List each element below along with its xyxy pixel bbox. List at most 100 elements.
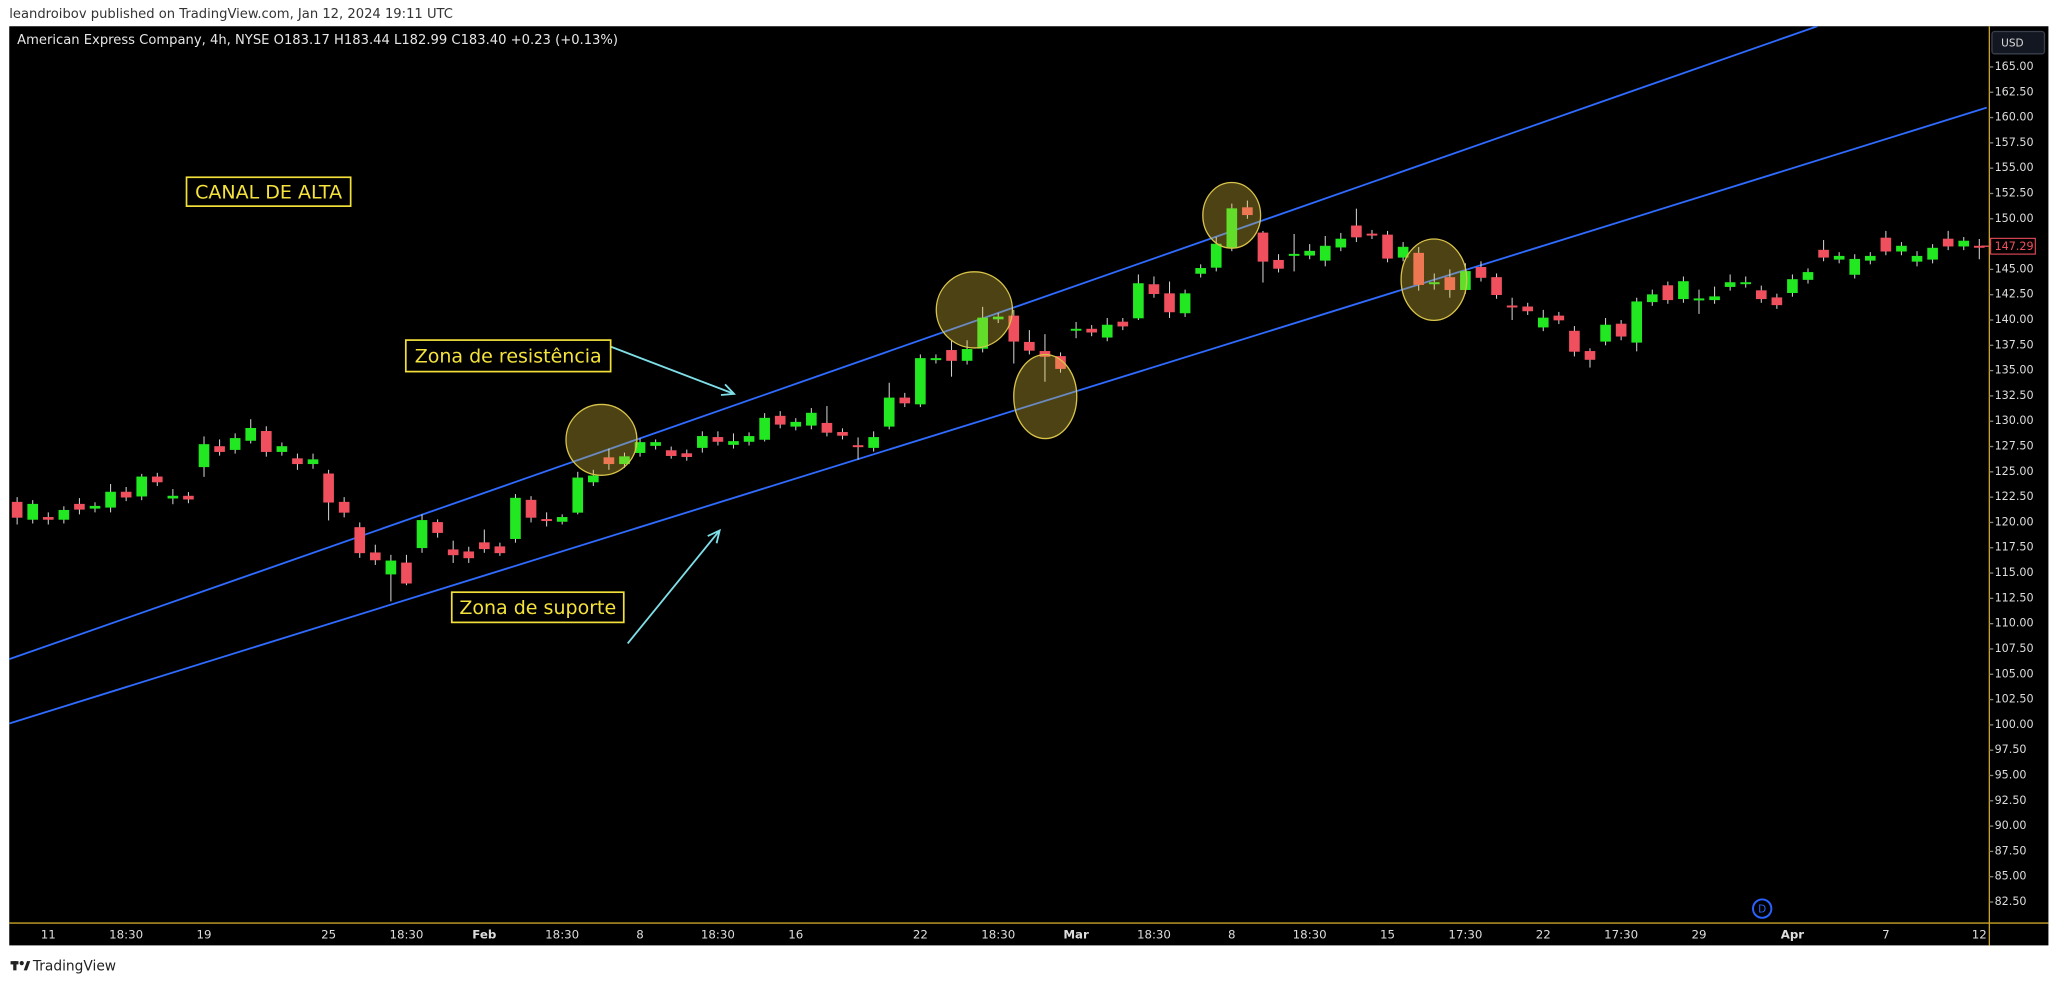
currency-label: USD <box>2001 37 2023 49</box>
candle-body <box>1880 237 1892 252</box>
candle-body <box>1117 321 1129 327</box>
candle-body <box>432 522 443 533</box>
candle-body <box>401 562 412 584</box>
candle-body <box>930 358 942 361</box>
candle-body <box>447 549 459 556</box>
x-tick-label: 18:30 <box>545 927 579 941</box>
logo-mark <box>23 961 31 971</box>
candle-body <box>1428 282 1440 285</box>
candle-body <box>1896 245 1907 252</box>
candle-body <box>790 421 802 427</box>
y-tick-label: 120.00 <box>1995 515 2034 528</box>
candle-body <box>198 444 210 468</box>
candle-body <box>977 317 988 349</box>
currency-box[interactable] <box>1991 30 2046 55</box>
candle-body <box>1724 282 1736 287</box>
candle-body <box>946 350 957 361</box>
x-tick-label: 22 <box>913 927 928 941</box>
y-tick-label: 102.50 <box>1995 693 2034 706</box>
y-tick-label: 155.00 <box>1995 161 2034 174</box>
candle-body <box>1740 282 1752 285</box>
candle-body <box>74 503 85 510</box>
y-tick-label: 105.00 <box>1995 667 2034 680</box>
candle-body <box>11 501 23 518</box>
x-tick-label: 18:30 <box>1293 927 1327 941</box>
candle-body <box>774 415 786 425</box>
candle-body <box>572 477 584 513</box>
candle-body <box>1911 255 1923 262</box>
channel-lower <box>9 106 1987 725</box>
candle-body <box>463 551 475 559</box>
x-tick-label: Feb <box>472 927 496 941</box>
candle-body <box>354 527 366 554</box>
candle-body <box>1537 317 1549 328</box>
candle-body <box>42 517 54 520</box>
x-tick-label: 7 <box>1882 927 1890 941</box>
y-tick-label: 110.00 <box>1995 617 2034 630</box>
publisher-line: leandroibov published on TradingView.com… <box>9 7 453 22</box>
candle-body <box>837 432 848 436</box>
y-tick-label: 130.00 <box>1995 414 2034 427</box>
candle-body <box>58 509 70 520</box>
candle-body <box>728 441 739 445</box>
y-tick-label: 117.50 <box>1995 541 2034 554</box>
candle-body <box>1833 255 1845 260</box>
candle-body <box>1787 279 1798 294</box>
candle-body <box>167 495 179 499</box>
highlight-zone <box>1400 238 1468 322</box>
footer-brand: TradingView <box>32 958 116 974</box>
y-tick-label: 150.00 <box>1995 212 2034 225</box>
candle-body <box>603 457 615 465</box>
candle-body <box>1288 253 1300 256</box>
channel-upper <box>9 26 1818 661</box>
x-tick-label: 25 <box>321 927 336 941</box>
candle-body <box>1475 267 1487 278</box>
candle-body <box>1522 306 1534 312</box>
candle-body <box>1008 315 1020 342</box>
candle-body <box>961 349 973 361</box>
y-tick-label: 87.50 <box>1995 844 2027 857</box>
events-badge[interactable] <box>1752 898 1773 919</box>
candle-body <box>541 519 552 522</box>
highlight-zone <box>1013 353 1078 440</box>
candle-body <box>1179 293 1191 314</box>
candle-body <box>27 503 39 520</box>
candle-body <box>1491 277 1502 296</box>
y-tick-label: 145.00 <box>1995 262 2034 275</box>
candle-body <box>1569 330 1580 352</box>
y-tick-label: 90.00 <box>1995 819 2027 832</box>
candle-body <box>183 495 194 500</box>
events-badge-label: D <box>1758 903 1766 915</box>
candle-body <box>915 358 926 405</box>
candle-body <box>697 436 708 448</box>
candle-body <box>1397 246 1409 258</box>
candle-body <box>650 442 661 446</box>
candle-body <box>1506 305 1518 308</box>
annotation-text: CANAL DE ALTA <box>195 182 342 204</box>
candle-body <box>1304 250 1315 256</box>
candle-body <box>385 560 397 575</box>
candle-body <box>821 422 833 433</box>
annotation-text: Zona de resistência <box>415 346 602 368</box>
candle-body <box>1678 281 1689 300</box>
x-tick-label: 16 <box>788 927 803 941</box>
candle-body <box>1818 249 1829 258</box>
x-tick-label: 18:30 <box>701 927 735 941</box>
candle-body <box>214 446 225 452</box>
x-tick-label: 17:30 <box>1604 927 1638 941</box>
logo-mark <box>19 961 24 966</box>
candle-body <box>1413 252 1425 285</box>
x-tick-label: 15 <box>1380 927 1395 941</box>
annotation-box <box>404 339 612 373</box>
candle-body <box>1195 268 1206 274</box>
y-tick-label: 140.00 <box>1995 313 2034 326</box>
candle-body <box>1210 243 1222 268</box>
candle-body <box>1133 283 1144 319</box>
x-tick-label: 19 <box>197 927 212 941</box>
candle-body <box>1444 277 1456 290</box>
candle-body <box>634 442 646 453</box>
candle-body <box>1693 298 1705 301</box>
x-tick-label: 11 <box>41 927 56 941</box>
candle-body <box>1257 232 1269 262</box>
